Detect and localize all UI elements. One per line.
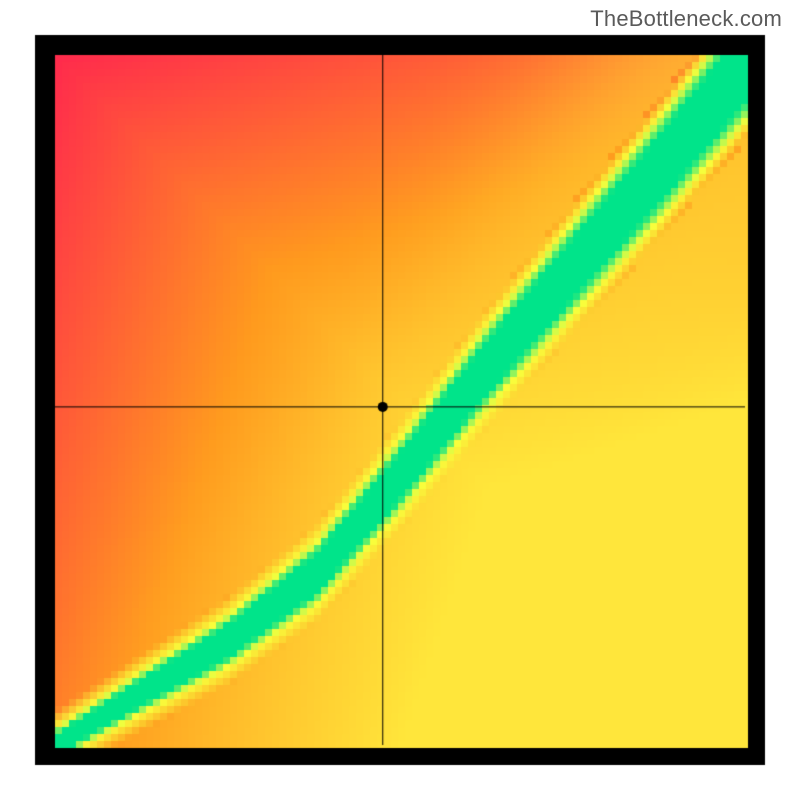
watermark-text: TheBottleneck.com: [590, 6, 782, 32]
bottleneck-heatmap: [0, 0, 800, 800]
